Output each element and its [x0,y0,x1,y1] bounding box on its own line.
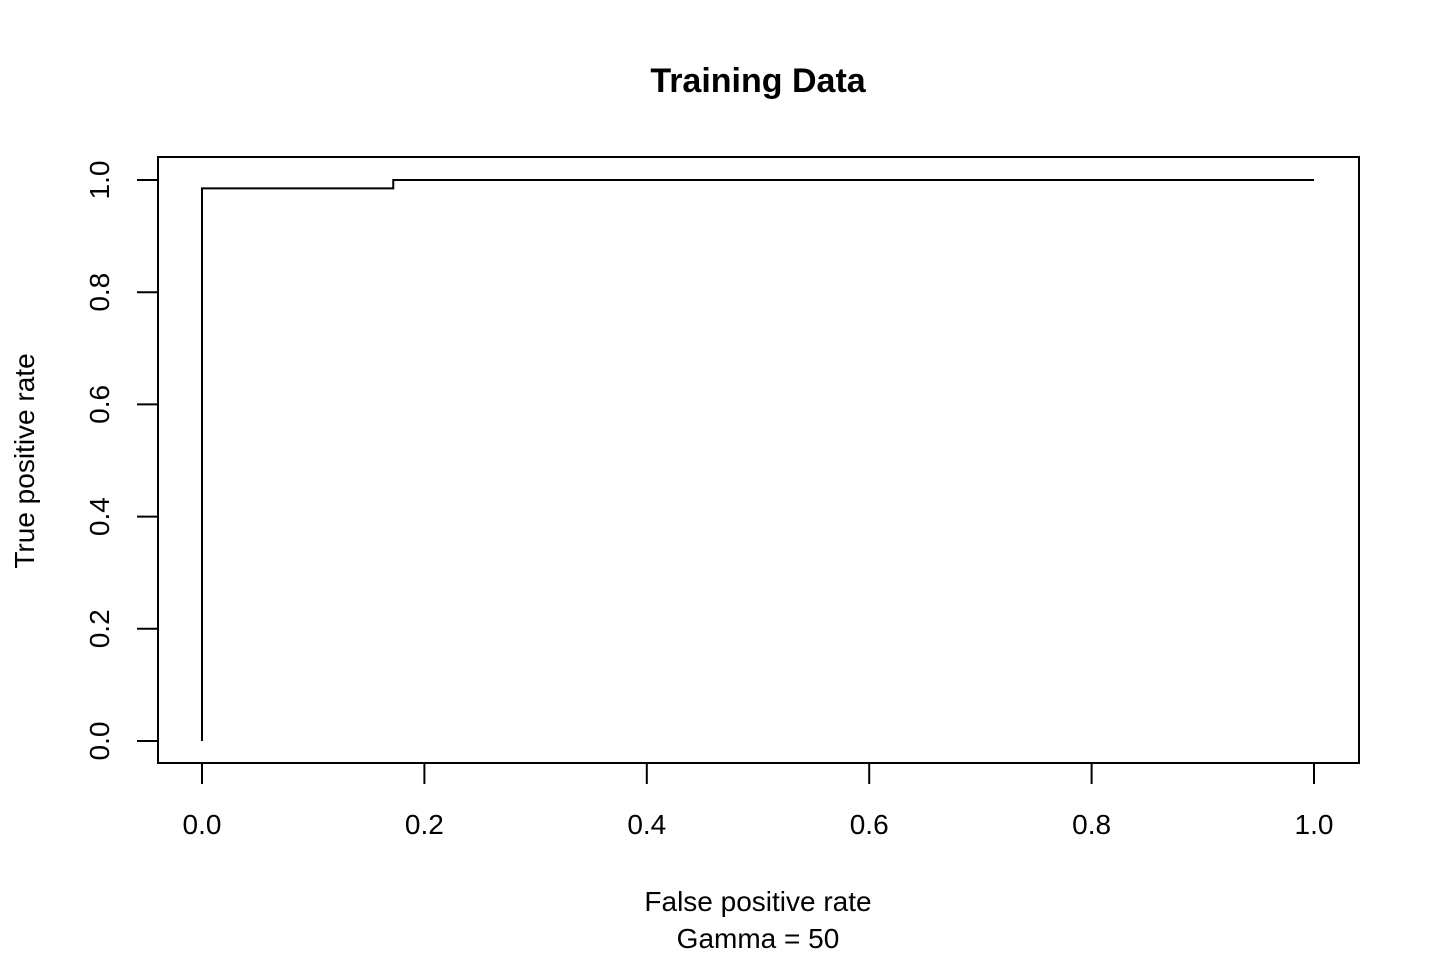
y-tick-label: 0.2 [84,609,115,648]
x-tick-label: 0.0 [183,809,222,840]
x-axis-subtitle: Gamma = 50 [677,923,840,954]
y-tick-label: 0.6 [84,385,115,424]
plot-frame [157,156,1360,764]
x-tick-label: 0.2 [405,809,444,840]
x-tick-label: 0.6 [850,809,889,840]
y-tick-label: 1.0 [84,161,115,200]
x-tick-label: 1.0 [1295,809,1334,840]
y-axis: 0.0 0.2 0.4 0.6 0.8 1.0 [84,161,158,761]
y-tick-label: 0.0 [84,722,115,761]
y-axis-title: True positive rate [9,353,40,568]
y-tick-label: 0.4 [84,497,115,536]
chart-title: Training Data [650,62,866,100]
x-tick-label: 0.8 [1072,809,1111,840]
roc-curve-line [201,179,1314,741]
x-axis-title: False positive rate [644,886,871,917]
x-axis: 0.0 0.2 0.4 0.6 0.8 1.0 [183,763,1334,840]
y-tick-label: 0.8 [84,273,115,312]
x-tick-label: 0.4 [627,809,666,840]
